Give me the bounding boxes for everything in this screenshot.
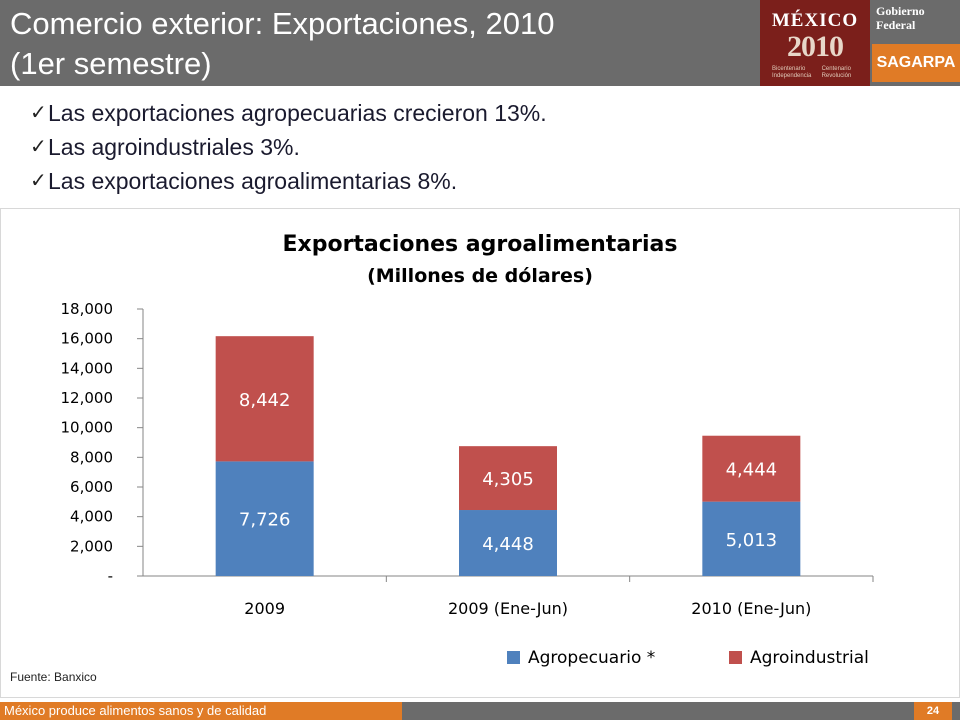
- legend-swatch: [729, 651, 742, 664]
- logo-subtitles: Bicentenario Independencia Centenario Re…: [772, 66, 862, 80]
- bullet-text: Las exportaciones agroalimentarias 8%.: [48, 168, 458, 194]
- logo-word: MÉXICO: [771, 10, 859, 31]
- legend-swatch: [507, 651, 520, 664]
- x-tick-label: 2009 (Ene-Jun): [448, 599, 568, 618]
- data-label: 4,448: [482, 534, 534, 555]
- x-tick-label: 2010 (Ene-Jun): [691, 599, 811, 618]
- bullet-item: ✓ Las exportaciones agropecuarias crecier…: [30, 96, 730, 130]
- stacked-bar-chart: Exportaciones agroalimentarias (Millones…: [61, 232, 874, 668]
- slide-title: Comercio exterior: Exportaciones, 2010 (…: [10, 4, 750, 84]
- y-tick-label: 14,000: [61, 359, 114, 377]
- gobierno-line2: Federal: [876, 18, 916, 32]
- footer-tagline: México produce alimentos sanos y de cali…: [0, 702, 402, 720]
- y-tick-label: 18,000: [61, 300, 114, 318]
- y-tick-label: 12,000: [61, 389, 114, 407]
- logo-sub-left: Bicentenario Independencia: [772, 66, 812, 79]
- data-label: 7,726: [239, 510, 291, 531]
- bullet-text: Las agroindustriales 3%.: [48, 134, 300, 160]
- source-note: Fuente: Banxico: [10, 670, 97, 684]
- checkmark-icon: ✓: [30, 170, 47, 192]
- y-tick-label: 6,000: [70, 478, 113, 496]
- data-label: 5,013: [726, 530, 778, 551]
- y-tick-label: 2,000: [70, 537, 113, 555]
- gobierno-line1: Gobierno: [876, 4, 925, 18]
- mexico-2010-logo: MÉXICO 2010 Bicentenario Independencia C…: [760, 0, 870, 86]
- chart-title: Exportaciones agroalimentarias: [282, 232, 677, 257]
- y-tick-label: 16,000: [61, 330, 114, 348]
- checkmark-icon: ✓: [30, 136, 47, 158]
- bar-agropecuario: [215, 461, 314, 576]
- bar-agropecuario: [702, 501, 801, 576]
- chart-subtitle: (Millones de dólares): [367, 265, 593, 287]
- bar-agroindustrial: [702, 435, 801, 502]
- y-tick-label: 4,000: [70, 508, 113, 526]
- y-tick-label: 8,000: [70, 448, 113, 466]
- data-label: 8,442: [239, 390, 291, 411]
- chart-frame: Exportaciones agroalimentarias (Millones…: [0, 208, 960, 698]
- bullet-list: ✓ Las exportaciones agropecuarias crecier…: [30, 96, 730, 198]
- header-bar: Comercio exterior: Exportaciones, 2010 (…: [0, 0, 960, 86]
- sagarpa-logo: SAGARPA: [872, 44, 960, 82]
- logo-sub-right: Centenario Revolución: [821, 66, 852, 79]
- gobierno-federal-logo: Gobierno Federal: [876, 4, 960, 40]
- bullet-text: Las exportaciones agropecuarias creciero…: [48, 100, 547, 126]
- y-tick-label: -: [108, 567, 113, 585]
- x-tick-label: 2009: [244, 599, 285, 618]
- page-number: 24: [914, 702, 952, 720]
- bar-agropecuario: [459, 510, 557, 576]
- logo-year: 2010: [787, 30, 844, 63]
- slide-title-line2: (1er semestre): [10, 46, 212, 81]
- data-label: 4,305: [482, 469, 534, 490]
- bar-agroindustrial: [459, 446, 557, 511]
- y-tick-label: 10,000: [61, 419, 114, 437]
- bar-agroindustrial: [215, 336, 314, 462]
- slide-title-line1: Comercio exterior: Exportaciones, 2010: [10, 6, 555, 41]
- data-label: 4,444: [726, 460, 778, 481]
- legend-label: Agroindustrial: [750, 648, 869, 668]
- checkmark-icon: ✓: [30, 102, 47, 124]
- bullet-item: ✓ Las agroindustriales 3%.: [30, 130, 730, 164]
- legend-label: Agropecuario *: [528, 648, 655, 668]
- bullet-item: ✓ Las exportaciones agroalimentarias 8%.: [30, 164, 730, 198]
